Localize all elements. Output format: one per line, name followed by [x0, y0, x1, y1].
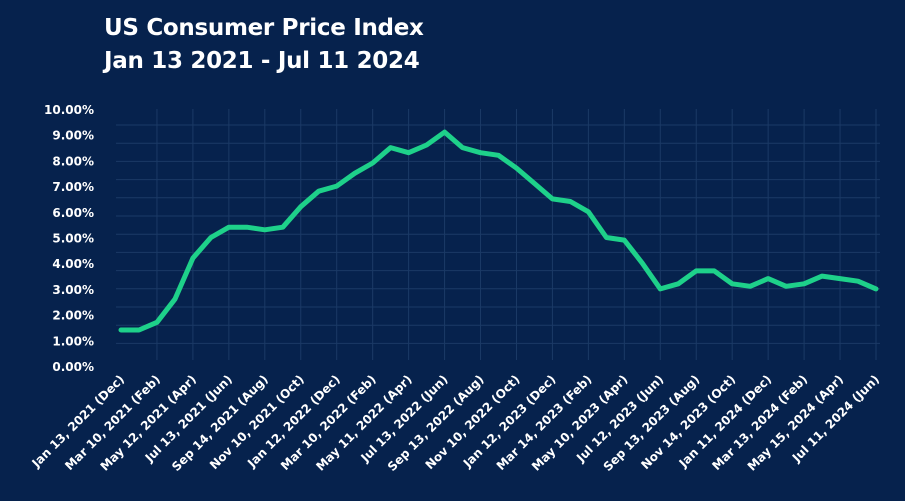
chart-title: US Consumer Price Index — [104, 15, 424, 41]
y-tick-label: 0.00% — [52, 360, 94, 374]
y-tick-label: 2.00% — [52, 309, 94, 323]
y-tick-label: 10.00% — [44, 103, 94, 117]
y-axis-ticks: 0.00% 1.00% 2.00% 3.00% 4.00% 5.00% 6.00% 7.00%… — [44, 103, 94, 374]
chart-subtitle: Jan 13 2021 - Jul 11 2024 — [104, 48, 420, 74]
series — [118, 129, 879, 333]
y-tick-label: 1.00% — [52, 334, 94, 348]
grid — [116, 109, 880, 360]
y-tick-label: 7.00% — [52, 180, 94, 194]
y-tick-label: 5.00% — [52, 232, 94, 246]
chart-title-block: US Consumer Price Index Jan 13 2021 - Ju… — [104, 12, 424, 78]
y-tick-label: 3.00% — [52, 283, 94, 297]
x-axis-ticks: Jan 13, 2021 (Dec)Mar 10, 2021 (Feb)May … — [28, 372, 882, 474]
y-tick-label: 6.00% — [52, 206, 94, 220]
y-tick-label: 4.00% — [52, 257, 94, 271]
y-tick-label: 9.00% — [52, 129, 94, 143]
y-tick-label: 8.00% — [52, 154, 94, 168]
